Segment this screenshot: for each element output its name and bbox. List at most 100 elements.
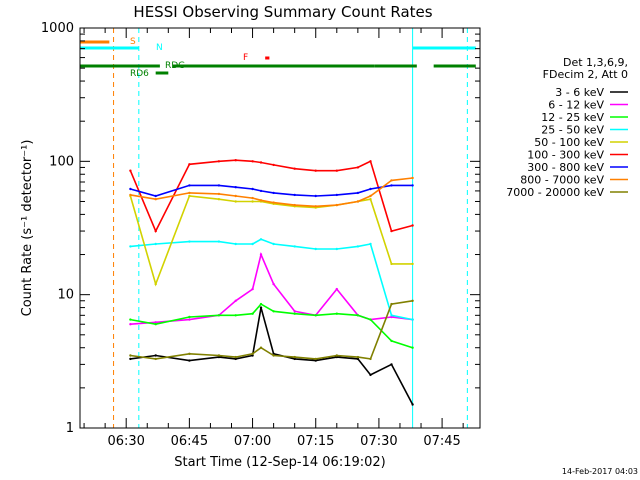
data-point-300-800-kev-10 [335,193,338,197]
data-point-100-300-kev-10 [335,169,338,172]
data-point-3-6-kev-4 [234,357,237,361]
data-point-3-6-kev-5 [251,354,254,357]
data-point-6-12-kev-0 [129,323,132,326]
data-point-12-25-kev-6 [259,302,263,306]
data-point-3-6-kev-9 [314,359,317,362]
data-point-800-7000-kev-14 [411,176,414,180]
data-point-25-50-kev-14 [411,318,414,321]
data-point-12-25-kev-0 [129,318,132,321]
data-point-3-6-kev-11 [356,357,360,361]
data-point-7000-20000-kev-0 [129,354,132,357]
data-point-300-800-kev-12 [369,187,372,191]
data-point-50-100-kev-1 [154,282,157,286]
data-point-300-800-kev-3 [217,184,221,187]
data-point-7000-20000-kev-10 [335,354,338,357]
data-point-25-50-kev-6 [259,238,263,241]
data-point-6-12-kev-5 [251,287,254,291]
legend-label-12-25-kev: 12 - 25 keV [541,111,604,124]
data-point-300-800-kev-8 [293,193,296,197]
data-point-7000-20000-kev-14 [411,299,414,302]
data-point-3-6-kev-6 [259,306,263,309]
data-point-7000-20000-kev-6 [259,346,263,349]
data-point-7000-20000-kev-12 [369,357,372,361]
y-axis-label: Count Rate (s⁻¹ detector⁻¹) [20,140,35,317]
data-point-800-7000-kev-3 [217,192,221,196]
data-point-7000-20000-kev-9 [314,357,317,361]
data-point-12-25-kev-4 [234,314,237,317]
data-point-7000-20000-kev-7 [272,354,275,357]
status-flag-bars [80,40,476,75]
data-point-6-12-kev-6 [259,253,263,256]
data-point-50-100-kev-5 [251,200,254,203]
data-point-300-800-kev-11 [356,191,360,195]
x-tick-label: 06:30 [107,434,144,449]
data-point-25-50-kev-12 [369,242,372,246]
data-point-50-100-kev-4 [234,200,237,203]
data-point-12-25-kev-11 [356,314,360,317]
data-point-25-50-kev-13 [390,314,393,317]
data-point-12-25-kev-7 [272,310,275,313]
data-point-3-6-kev-1 [154,354,157,357]
data-point-100-300-kev-5 [251,160,254,163]
legend-label-3-6-kev: 3 - 6 keV [555,86,604,99]
data-point-300-800-kev-5 [251,187,254,191]
data-point-12-25-kev-1 [154,323,157,326]
data-point-800-7000-kev-10 [335,203,338,207]
data-point-7000-20000-kev-13 [390,302,393,306]
data-point-100-300-kev-7 [272,163,275,167]
x-tick-label: 07:00 [234,434,271,449]
x-axis: 06:30 06:45 07:00 07:15 07:30 07:45 [83,28,464,449]
data-point-800-7000-kev-7 [272,201,275,204]
y-axis: 1 10 100 1000 [41,21,480,436]
legend-label-25-50-kev: 25 - 50 keV [541,124,604,137]
data-point-25-50-kev-11 [356,245,360,248]
data-point-25-50-kev-2 [188,240,191,243]
data-point-6-12-kev-1 [154,321,157,324]
data-point-12-25-kev-13 [390,339,393,343]
data-point-100-300-kev-14 [411,224,414,227]
data-point-3-6-kev-12 [369,373,372,377]
data-point-7000-20000-kev-4 [234,355,237,359]
data-point-25-50-kev-1 [154,242,157,246]
data-point-800-7000-kev-6 [259,199,263,202]
data-point-800-7000-kev-5 [251,196,254,200]
x-tick-label: 07:45 [423,434,460,449]
x-tick-label: 07:30 [360,434,397,449]
data-point-7000-20000-kev-5 [251,352,254,355]
data-point-800-7000-kev-11 [356,200,360,203]
data-point-800-7000-kev-1 [154,198,157,201]
data-point-100-300-kev-3 [217,160,221,163]
data-point-12-25-kev-3 [217,314,221,317]
data-point-300-800-kev-7 [272,191,275,195]
x-tick-label: 06:45 [171,434,208,449]
data-point-800-7000-kev-13 [390,179,393,182]
data-point-800-7000-kev-9 [314,205,317,208]
data-point-100-300-kev-0 [129,169,132,172]
data-point-12-25-kev-8 [293,312,296,315]
data-point-25-50-kev-5 [251,242,254,246]
data-point-50-100-kev-13 [390,262,393,266]
data-point-3-6-kev-8 [293,357,296,361]
data-point-800-7000-kev-2 [188,191,191,195]
data-point-100-300-kev-2 [188,163,191,166]
data-point-50-100-kev-3 [217,198,221,201]
flag-label-rd6: RD6 [130,69,149,79]
data-point-12-25-kev-12 [369,318,372,321]
data-point-25-50-kev-8 [293,245,296,248]
y-tick-label: 10 [57,288,74,303]
data-point-300-800-kev-2 [188,184,191,187]
data-point-100-300-kev-4 [234,159,237,162]
data-point-7000-20000-kev-2 [188,352,191,355]
legend-label-50-100-kev: 50 - 100 keV [534,136,604,149]
legend-header-line: Det 1,3,6,9, [563,56,628,69]
data-point-100-300-kev-9 [314,169,317,172]
chart-title: HESSI Observing Summary Count Rates [133,3,432,21]
legend-label-300-800-kev: 300 - 800 keV [527,161,604,174]
data-point-100-300-kev-1 [154,229,157,233]
data-point-7000-20000-kev-11 [356,355,360,359]
x-tick-label: 07:15 [297,434,334,449]
data-point-7000-20000-kev-1 [154,357,157,361]
data-point-100-300-kev-8 [293,167,296,170]
data-point-25-50-kev-4 [234,242,237,246]
